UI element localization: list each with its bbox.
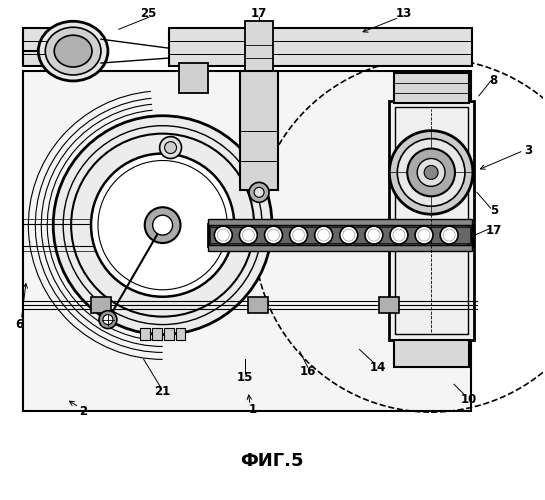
- Circle shape: [407, 148, 455, 196]
- Bar: [164, 328, 173, 340]
- Bar: [208, 245, 472, 251]
- Circle shape: [254, 188, 264, 198]
- Text: 8: 8: [489, 74, 498, 88]
- Bar: [179, 63, 208, 93]
- Ellipse shape: [38, 22, 108, 81]
- Bar: [140, 328, 150, 340]
- Ellipse shape: [45, 27, 101, 75]
- Text: 5: 5: [489, 204, 498, 216]
- Circle shape: [289, 226, 307, 244]
- Bar: [395, 340, 469, 367]
- Text: 15: 15: [237, 371, 253, 384]
- Ellipse shape: [54, 35, 92, 67]
- Circle shape: [165, 142, 177, 154]
- Text: 2: 2: [79, 404, 87, 417]
- Circle shape: [365, 226, 383, 244]
- Bar: [245, 22, 273, 71]
- Text: 3: 3: [524, 144, 532, 157]
- Text: 17: 17: [486, 224, 502, 236]
- Circle shape: [249, 182, 269, 203]
- Circle shape: [145, 207, 180, 243]
- Text: 17: 17: [251, 7, 267, 20]
- Text: 21: 21: [154, 384, 171, 398]
- Text: 13: 13: [396, 7, 413, 20]
- Circle shape: [397, 138, 465, 206]
- Bar: [240, 71, 278, 190]
- Bar: [210, 227, 470, 243]
- Circle shape: [103, 314, 113, 324]
- Bar: [389, 101, 474, 340]
- Circle shape: [314, 226, 332, 244]
- Bar: [379, 296, 399, 312]
- Circle shape: [340, 226, 358, 244]
- Circle shape: [99, 310, 117, 328]
- Bar: [208, 224, 472, 246]
- Circle shape: [389, 130, 473, 214]
- Text: 25: 25: [141, 7, 157, 20]
- Circle shape: [390, 226, 408, 244]
- Circle shape: [440, 226, 458, 244]
- Text: 6: 6: [15, 318, 23, 331]
- Bar: [23, 28, 73, 66]
- Bar: [152, 328, 162, 340]
- Text: 1: 1: [249, 402, 257, 415]
- Text: 14: 14: [369, 361, 386, 374]
- Circle shape: [91, 154, 234, 296]
- Circle shape: [415, 226, 433, 244]
- Bar: [91, 296, 111, 312]
- Bar: [168, 28, 472, 66]
- Bar: [395, 107, 468, 334]
- Circle shape: [214, 226, 232, 244]
- Circle shape: [424, 166, 438, 179]
- Text: 16: 16: [300, 365, 316, 378]
- Text: ФИГ.5: ФИГ.5: [240, 452, 304, 470]
- Bar: [23, 71, 471, 411]
- Circle shape: [417, 158, 445, 186]
- Circle shape: [160, 136, 181, 158]
- Bar: [208, 219, 472, 225]
- Circle shape: [153, 215, 173, 235]
- Circle shape: [53, 116, 272, 334]
- Bar: [395, 73, 469, 103]
- Bar: [175, 328, 185, 340]
- Circle shape: [239, 226, 257, 244]
- Bar: [248, 296, 268, 312]
- Text: 10: 10: [461, 392, 477, 406]
- Circle shape: [264, 226, 282, 244]
